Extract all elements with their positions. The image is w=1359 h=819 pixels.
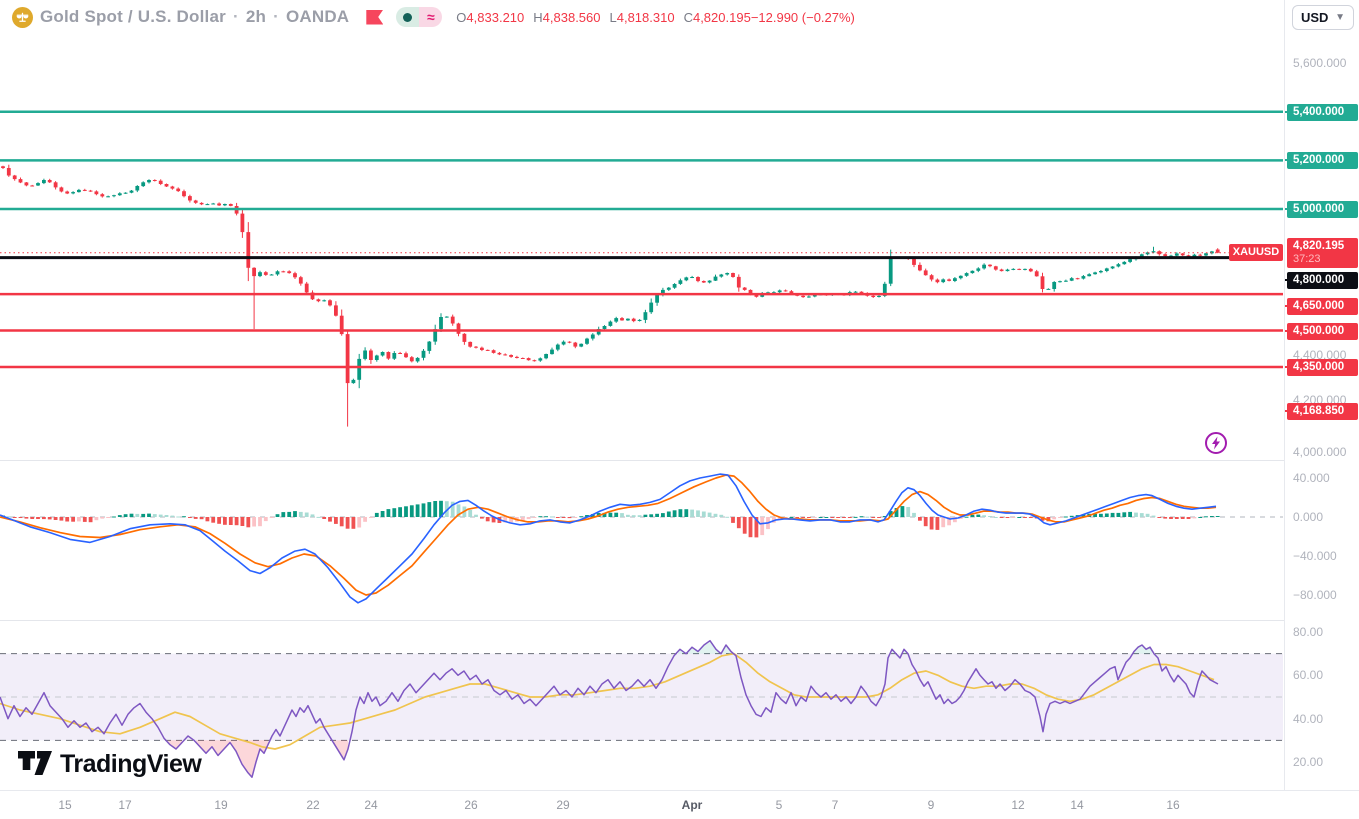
lightning-bolt-icon[interactable] (1204, 431, 1228, 455)
price-axis-label: 4,000.000 (1293, 445, 1347, 459)
time-axis-label: 22 (306, 798, 320, 812)
approx-price-icon: ≈ (419, 7, 443, 27)
currency-selector[interactable]: USD ▼ (1292, 5, 1354, 30)
price-change: −12.990 (−0.27%) (750, 9, 855, 25)
price-axis-label: 60.00 (1293, 668, 1324, 682)
ohlc-l-value: L4,818.310 (609, 9, 675, 25)
price-level-badge: 4,650.000 (1287, 297, 1358, 315)
price-axis-label: 40.000 (1293, 471, 1330, 485)
price-axis-label: 0.000 (1293, 510, 1324, 524)
time-axis-label: 12 (1011, 798, 1025, 812)
price-level-badge: 4,168.850 (1287, 402, 1358, 420)
ohlc-o-value: O4,833.210 (456, 9, 525, 25)
rsi-ma-line (0, 652, 1215, 750)
title-separator: · (232, 7, 239, 26)
pane-separator-macd[interactable] (0, 460, 1359, 461)
price-level-badge: 4,500.000 (1287, 322, 1358, 340)
macd-histogram-series (1, 500, 1220, 538)
symbol-title-row[interactable]: Gold Spot / U.S. Dollar · 2h · OANDA (40, 7, 349, 27)
time-axis-label: Apr (681, 798, 703, 812)
candlestick-series (1, 164, 1220, 427)
price-level-lines[interactable] (0, 110, 1283, 369)
price-line-symbol-label: XAUUSD (1229, 244, 1283, 261)
market-open-dot-icon (403, 12, 413, 22)
price-axis-label: 5,600.000 (1293, 56, 1347, 70)
title-separator: · (273, 7, 279, 26)
price-axis-label: 80.00 (1293, 625, 1324, 639)
price-axis[interactable]: 4,820.195 37:23 5,600.000 4,400.000 4,200.… (1284, 0, 1359, 790)
symbol-header: Gold Spot / U.S. Dollar · 2h · OANDA ≈ O… (12, 5, 855, 29)
price-level-badge: 5,000.000 (1287, 200, 1358, 218)
price-axis-label: −80.000 (1293, 588, 1337, 602)
time-axis-label: 15 (58, 798, 72, 812)
price-level-badge: 5,400.000 (1287, 103, 1358, 121)
chevron-down-icon: ▼ (1335, 12, 1345, 23)
price-level-badge: 4,800.000 (1287, 271, 1358, 289)
time-axis-label: 24 (364, 798, 378, 812)
current-price-badge: 4,820.195 37:23 (1287, 238, 1358, 268)
ohlc-h-value: H4,838.560 (533, 9, 601, 25)
chart-plot-area[interactable] (0, 0, 1284, 790)
price-axis-label: 20.00 (1293, 755, 1324, 769)
macd-line (0, 473, 1217, 604)
pane-separator-rsi[interactable] (0, 620, 1359, 621)
rsi-extreme-fill (168, 740, 182, 749)
macd-signal-line (0, 474, 1217, 596)
ohlc-values: O4,833.210 H4,838.560 L4,818.310 C4,820.195 (456, 10, 751, 25)
exchange-label[interactable]: OANDA (285, 7, 350, 26)
currency-value: USD (1301, 10, 1329, 25)
symbol-title[interactable]: Gold Spot / U.S. Dollar (40, 7, 226, 26)
time-axis-label: 26 (464, 798, 478, 812)
current-price-value: 4,820.195 (1293, 240, 1345, 252)
gold-coin-icon (12, 6, 33, 28)
tradingview-wordmark: TradingView (60, 750, 202, 778)
time-axis-label: 17 (118, 798, 132, 812)
time-axis-label: 29 (556, 798, 570, 812)
price-level-badge: 4,350.000 (1287, 358, 1358, 376)
interval-label[interactable]: 2h (245, 7, 267, 26)
rsi-extreme-fill (334, 740, 348, 760)
flagged-symbol-icon[interactable] (366, 9, 384, 25)
rsi-band (0, 653, 1283, 741)
rsi-line (0, 639, 1219, 778)
tradingview-logo[interactable]: TradingView (18, 750, 202, 779)
time-axis-label: 7 (831, 798, 839, 812)
tradingview-mark-icon (18, 751, 52, 775)
time-axis-label: 14 (1070, 798, 1084, 812)
bar-countdown: 37:23 (1293, 253, 1321, 265)
time-axis-label: 16 (1166, 798, 1180, 812)
price-level-badge: 5,200.000 (1287, 151, 1358, 169)
time-axis-label: 5 (775, 798, 783, 812)
market-status-pill[interactable]: ≈ (396, 7, 443, 27)
ohlc-c-value: C4,820.195 (683, 9, 751, 25)
time-axis-label: 9 (927, 798, 935, 812)
price-axis-label: −40.000 (1293, 549, 1337, 563)
time-axis-label: 19 (214, 798, 228, 812)
price-axis-label: 40.00 (1293, 712, 1324, 726)
time-axis[interactable]: 15 17 19 22 24 26 29 Apr 5 7 9 12 14 16 (0, 790, 1359, 819)
market-status-dot-wrap (396, 7, 420, 27)
